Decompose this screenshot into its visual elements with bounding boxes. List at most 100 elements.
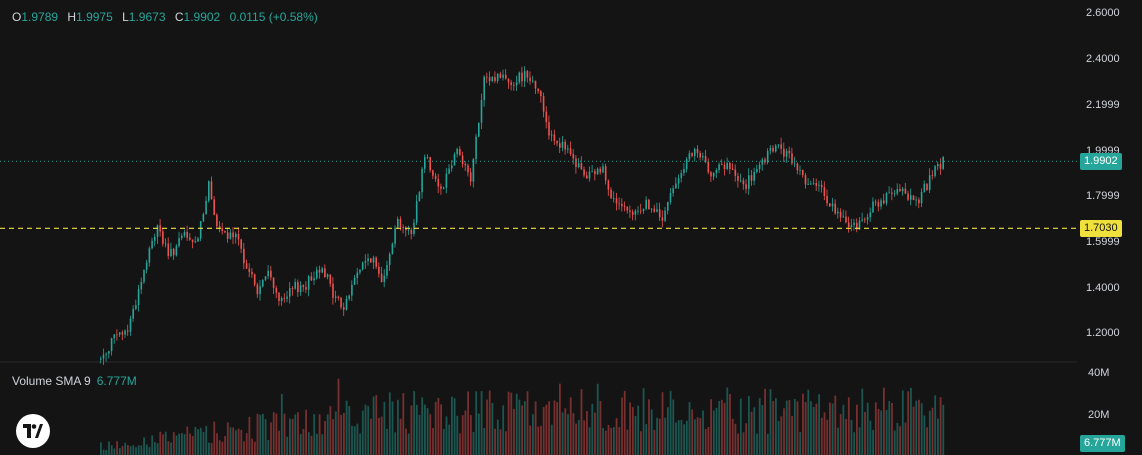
candle-body: [845, 216, 847, 223]
volume-bar: [880, 410, 883, 455]
candle-body: [483, 76, 485, 100]
candle-body: [386, 265, 388, 276]
volume-bar: [861, 388, 864, 455]
candle-body: [510, 82, 512, 85]
volume-bar: [904, 422, 907, 455]
candle-body: [826, 195, 828, 204]
volume-bar: [289, 418, 291, 455]
volume-bar: [756, 433, 758, 455]
candle-body: [634, 210, 637, 215]
candle-body: [880, 200, 882, 207]
candle-body: [397, 218, 399, 228]
volume-bar: [194, 426, 197, 455]
volume-bar: [920, 403, 923, 455]
volume-bar: [594, 412, 596, 455]
candle-body: [218, 226, 221, 229]
volume-bar: [480, 391, 483, 455]
volume-bar: [237, 428, 240, 455]
volume-bar: [129, 446, 132, 455]
price-tick-label: 2.1999: [1086, 99, 1120, 111]
volume-axis[interactable]: 40M 20M: [1088, 367, 1109, 421]
ohlc-legend: O1.9789 H1.9975 L1.9673 C1.9902 0.0115 (…: [12, 10, 318, 24]
candle-body: [772, 147, 774, 152]
volume-bar: [731, 418, 734, 455]
volume-bar: [434, 401, 437, 455]
volume-bar: [564, 408, 567, 455]
volume-bar: [334, 411, 337, 455]
candle-body: [710, 172, 712, 177]
candle-body: [264, 276, 267, 280]
candle-body: [321, 268, 323, 273]
candle-body: [343, 307, 345, 310]
candle-body: [202, 214, 205, 222]
candle-body: [348, 295, 350, 299]
volume-bar: [869, 420, 872, 455]
price-axis[interactable]: 2.6000 2.4000 2.1999 1.9999 1.7999 1.599…: [1086, 7, 1120, 339]
volume-bar: [537, 426, 540, 455]
volume-bar: [910, 387, 912, 455]
volume-bar: [777, 421, 780, 455]
candle-body: [677, 178, 680, 184]
candle-body: [650, 208, 653, 210]
volume-bar: [729, 393, 731, 455]
tradingview-logo-icon[interactable]: [16, 414, 50, 448]
candle-body: [205, 200, 207, 215]
volume-bar: [664, 417, 667, 455]
candle-body: [607, 180, 610, 190]
candle-body: [213, 199, 215, 215]
candle-body: [216, 214, 218, 227]
candle-body: [359, 269, 361, 273]
candle-body: [137, 289, 140, 306]
candle-body: [372, 257, 375, 263]
candle-body: [696, 149, 699, 153]
candle-body: [307, 276, 310, 290]
volume-bar: [707, 426, 710, 455]
volume-bar: [939, 397, 942, 455]
candle-body: [712, 172, 715, 177]
candle-body: [154, 236, 156, 241]
candle-body: [245, 263, 248, 269]
volume-bar: [280, 393, 283, 455]
candle-body: [823, 187, 826, 196]
candle-body: [164, 243, 167, 245]
candle-body: [472, 159, 475, 182]
volume-bar: [329, 406, 332, 455]
candle-body: [370, 258, 372, 263]
volume-bar: [175, 435, 178, 455]
horizontal-line-price-tag: 1.7030: [1080, 219, 1122, 237]
volume-bar: [586, 411, 588, 455]
candle-body: [102, 354, 105, 359]
candle-body: [542, 96, 545, 112]
candle-body: [780, 144, 782, 149]
volume-bar: [135, 447, 137, 455]
volume-bar: [750, 411, 753, 455]
volume-bar: [340, 414, 343, 455]
candle-body: [235, 233, 237, 238]
volume-bar: [626, 429, 629, 455]
candle-body: [140, 281, 143, 290]
candle-body: [807, 183, 809, 185]
candle-body: [199, 221, 202, 239]
volume-bar: [815, 403, 818, 455]
volume-bar: [127, 445, 129, 455]
volume-bar: [772, 401, 775, 455]
volume-bar: [918, 399, 920, 455]
candle-body: [723, 164, 726, 170]
volume-bar: [788, 400, 791, 455]
candle-body: [602, 166, 604, 173]
volume-bar: [631, 407, 634, 455]
volume-bar: [461, 415, 464, 455]
volume-bar: [297, 412, 299, 455]
volume-bar: [866, 402, 869, 455]
candle-body: [297, 282, 299, 293]
volume-bar: [275, 413, 278, 455]
volume-bar: [694, 419, 696, 455]
volume-bar: [386, 428, 388, 455]
candle-body: [915, 199, 917, 201]
open-label: O: [12, 10, 22, 24]
candle-body: [753, 171, 755, 181]
volume-bar: [151, 435, 154, 455]
candle-body: [685, 159, 688, 170]
